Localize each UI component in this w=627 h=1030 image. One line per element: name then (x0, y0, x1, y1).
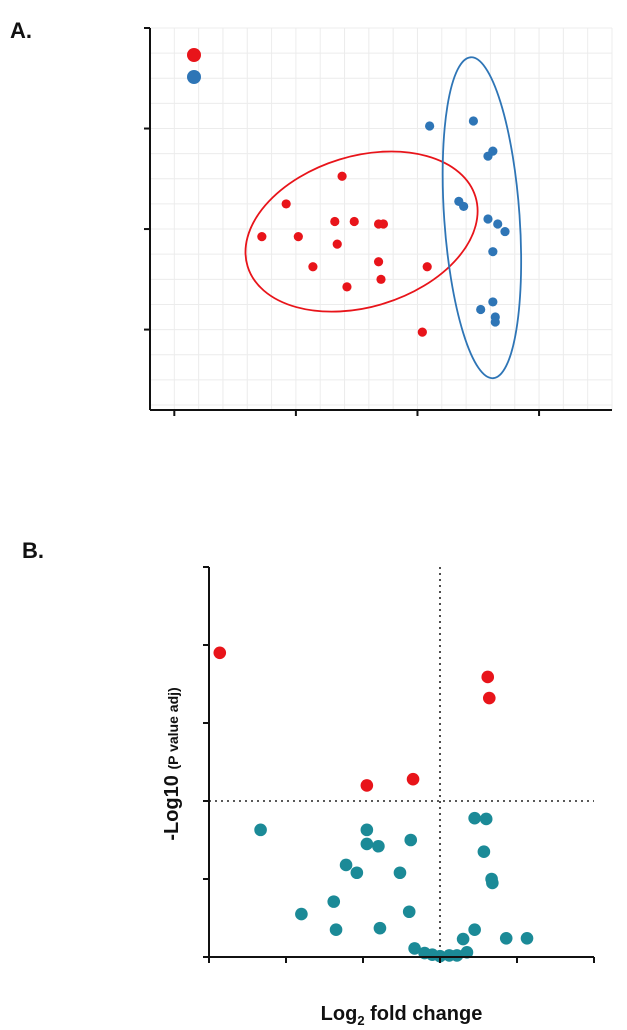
data-point-nonsignificant (479, 812, 493, 826)
data-point-nonsignificant (468, 923, 481, 936)
data-point-non-fracture (476, 304, 486, 315)
data-point-nonsignificant (404, 833, 418, 847)
data-point-nonsignificant (468, 811, 481, 825)
data-point-fracture (417, 327, 427, 337)
panel-b-label: B. (22, 538, 44, 563)
data-point-non-fracture (488, 146, 498, 156)
data-point-nonsignificant (393, 866, 407, 880)
data-point-significant (406, 772, 420, 786)
data-point-nonsignificant (499, 931, 513, 945)
data-point-non-fracture (488, 297, 498, 307)
data-point-nonsignificant (295, 907, 308, 921)
data-point-fracture (349, 216, 359, 227)
data-point-nonsignificant (350, 866, 364, 880)
data-point-nonsignificant (254, 823, 267, 837)
data-point-fracture (332, 239, 342, 249)
data-point-nonsignificant (360, 837, 374, 851)
data-point-nonsignificant (520, 931, 534, 945)
data-point-non-fracture (483, 214, 493, 224)
data-point-nonsignificant (373, 921, 387, 935)
data-point-nonsignificant (460, 946, 474, 959)
data-point-nonsignificant (450, 949, 464, 962)
data-point-nonsignificant (402, 905, 416, 919)
data-point-fracture (308, 262, 318, 272)
panel-a-label: A. (10, 18, 32, 43)
pca-scatter-chart (144, 27, 613, 416)
data-point-fracture (373, 257, 384, 267)
data-point-fracture (293, 231, 303, 242)
legend-marker-non-fracture (187, 70, 201, 84)
data-point-significant (360, 779, 374, 792)
data-point-nonsignificant (408, 942, 421, 955)
legend-marker-fracture (187, 48, 201, 62)
data-point-fracture (281, 199, 291, 209)
data-point-non-fracture (425, 121, 435, 131)
data-point-nonsignificant (339, 858, 353, 872)
data-point-non-fracture (468, 116, 478, 126)
data-point-non-fracture (490, 317, 500, 327)
data-point-nonsignificant (360, 823, 374, 837)
y-axis-title: -Log10 (P value adj) (161, 687, 183, 840)
data-point-fracture (330, 216, 340, 227)
data-point-fracture (337, 171, 347, 181)
data-point-fracture (376, 274, 386, 284)
data-point-nonsignificant (456, 932, 470, 946)
data-point-non-fracture (459, 201, 469, 212)
data-point-fracture (257, 231, 267, 242)
confidence-ellipse-fracture (244, 150, 479, 313)
data-point-nonsignificant (327, 895, 341, 908)
data-point-non-fracture (493, 219, 503, 229)
data-point-nonsignificant (486, 876, 499, 890)
data-point-non-fracture (500, 226, 510, 237)
data-point-nonsignificant (477, 845, 491, 858)
data-point-significant (481, 670, 495, 684)
data-point-fracture (342, 282, 352, 292)
data-point-significant (482, 691, 496, 705)
data-point-non-fracture (488, 247, 498, 257)
data-point-fracture (378, 219, 389, 229)
data-point-fracture (422, 262, 432, 272)
data-point-nonsignificant (329, 923, 343, 936)
data-point-nonsignificant (372, 839, 385, 853)
confidence-ellipse-non-fracture (441, 56, 523, 380)
x-axis-title: Log2 fold change (321, 1003, 483, 1028)
volcano-plot-chart: Log2 fold change -Log10 (P value adj) (161, 566, 595, 1028)
data-point-significant (213, 646, 227, 660)
